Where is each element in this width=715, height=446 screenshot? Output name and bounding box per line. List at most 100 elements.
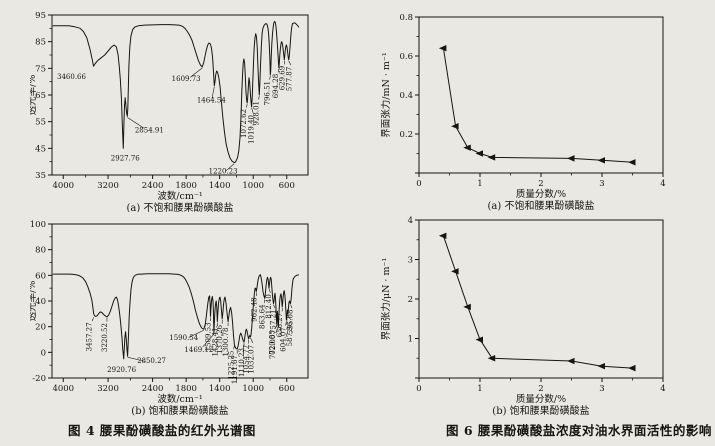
svg-text:1609.73: 1609.73: [172, 75, 201, 83]
svg-text:4: 4: [408, 216, 413, 226]
svg-text:质量分数/%: 质量分数/%: [516, 393, 566, 405]
svg-text:(a) 不饱和腰果酚磺酸盐: (a) 不饱和腰果酚磺酸盐: [488, 199, 595, 212]
svg-text:2927.76: 2927.76: [111, 154, 140, 162]
svg-text:80: 80: [35, 246, 46, 256]
svg-text:757.21: 757.21: [270, 310, 278, 335]
svg-text:透光率/%: 透光率/%: [30, 75, 38, 116]
svg-text:(b) 饱和腰果酚磺酸盐: (b) 饱和腰果酚磺酸盐: [492, 404, 589, 417]
svg-text:600: 600: [279, 384, 295, 394]
svg-text:1220.23: 1220.23: [209, 168, 238, 176]
svg-text:1000: 1000: [242, 181, 264, 191]
svg-text:1590.54: 1590.54: [169, 334, 198, 342]
svg-text:0.2: 0.2: [399, 130, 413, 140]
svg-text:4: 4: [660, 384, 665, 394]
svg-text:0.4: 0.4: [399, 91, 413, 101]
svg-text:863.64: 863.64: [259, 304, 267, 329]
svg-text:0.8: 0.8: [399, 13, 413, 23]
svg-text:1191.67: 1191.67: [231, 355, 239, 384]
svg-text:(a) 不饱和腰果酚磺酸盐: (a) 不饱和腰果酚磺酸盐: [127, 201, 234, 212]
svg-text:1: 1: [477, 384, 482, 394]
svg-text:质量分数/%: 质量分数/%: [516, 188, 566, 200]
svg-text:555.08: 555.08: [287, 310, 295, 335]
svg-text:85: 85: [35, 38, 46, 48]
svg-text:4000: 4000: [52, 384, 74, 394]
svg-text:2: 2: [538, 384, 543, 394]
svg-text:3: 3: [599, 179, 604, 189]
svg-text:100: 100: [30, 220, 46, 230]
svg-text:1019.40: 1019.40: [248, 115, 256, 144]
svg-text:透光率/%: 透光率/%: [30, 281, 38, 322]
svg-text:(b) 饱和腰果酚磺酸盐: (b) 饱和腰果酚磺酸盐: [131, 404, 228, 417]
svg-text:1400: 1400: [209, 181, 231, 191]
svg-text:3: 3: [408, 256, 413, 266]
svg-text:20: 20: [35, 323, 46, 333]
svg-text:1300.78: 1300.78: [222, 328, 230, 357]
svg-text:1464.54: 1464.54: [197, 97, 226, 105]
svg-text:1: 1: [477, 179, 482, 189]
fig6-tension-unsaturated-chart: 0 1 2 3 4 0.2 0.4 0.6 0.8 质量分数/% 界面张力/mN · m⁻¹ (a) …: [380, 13, 666, 212]
fig6-tension-saturated-chart: 0 1 2 3 4 1 2 3 4 质量分数/% 界面张力/μN · m⁻¹ (b) 饱和腰果酚磺酸盐: [380, 216, 666, 417]
svg-text:928.01: 928.01: [252, 101, 260, 126]
svg-text:702.00: 702.00: [269, 335, 277, 360]
svg-text:604.07: 604.07: [279, 327, 287, 352]
figure4-caption: 图 4 腰果酚磺酸盐的红外光谱图: [68, 423, 256, 438]
svg-text:3: 3: [599, 384, 604, 394]
svg-text:600: 600: [279, 181, 295, 191]
svg-text:796.51: 796.51: [263, 81, 271, 106]
svg-text:界面张力/μN · m⁻¹: 界面张力/μN · m⁻¹: [380, 258, 392, 341]
svg-text:656.27: 656.27: [276, 313, 284, 338]
svg-text:4: 4: [660, 179, 665, 189]
svg-text:1072.62: 1072.62: [240, 109, 248, 138]
svg-text:2: 2: [408, 295, 413, 305]
svg-text:-20: -20: [32, 374, 46, 384]
svg-text:1110.23: 1110.23: [238, 348, 246, 377]
svg-text:1000: 1000: [242, 384, 264, 394]
svg-text:587.96: 587.96: [286, 321, 294, 346]
svg-text:波数/cm⁻¹: 波数/cm⁻¹: [157, 393, 203, 405]
svg-text:2: 2: [538, 179, 543, 189]
svg-text:694.28: 694.28: [272, 74, 280, 99]
svg-text:720.85: 720.85: [269, 330, 277, 355]
svg-text:1370.26: 1370.26: [216, 324, 224, 353]
svg-text:界面张力/mN · m⁻¹: 界面张力/mN · m⁻¹: [380, 52, 392, 138]
svg-text:3200: 3200: [97, 384, 119, 394]
svg-text:1032.07: 1032.07: [248, 345, 256, 374]
svg-text:629.69: 629.69: [278, 66, 286, 91]
svg-text:3460.66: 3460.66: [57, 73, 86, 81]
svg-text:0: 0: [41, 348, 46, 358]
svg-text:65: 65: [35, 91, 46, 101]
svg-text:3220.52: 3220.52: [101, 323, 109, 352]
svg-text:1428.41: 1428.41: [211, 328, 219, 357]
svg-text:2850.27: 2850.27: [137, 357, 166, 365]
svg-text:1509.53: 1509.53: [205, 322, 213, 351]
svg-text:577.87: 577.87: [286, 67, 294, 92]
svg-text:40: 40: [35, 297, 46, 307]
svg-text:1800: 1800: [175, 181, 197, 191]
svg-text:1: 1: [408, 335, 413, 345]
svg-text:2400: 2400: [142, 181, 164, 191]
svg-text:55: 55: [35, 118, 46, 128]
svg-text:波数/cm⁻¹: 波数/cm⁻¹: [157, 190, 203, 202]
svg-text:1400: 1400: [209, 384, 231, 394]
svg-text:0: 0: [416, 384, 421, 394]
svg-text:75: 75: [35, 64, 46, 74]
svg-text:1054.77: 1054.77: [243, 345, 251, 374]
svg-text:1469.12: 1469.12: [184, 346, 213, 354]
svg-text:3457.27: 3457.27: [86, 322, 94, 351]
svg-text:812.40: 812.40: [265, 294, 273, 319]
svg-text:2400: 2400: [142, 384, 164, 394]
svg-text:2854.91: 2854.91: [135, 126, 164, 134]
svg-text:95: 95: [35, 11, 46, 21]
svg-text:0: 0: [416, 179, 421, 189]
svg-text:0.6: 0.6: [399, 52, 413, 62]
svg-text:45: 45: [35, 144, 46, 154]
figure6-caption: 图 6 腰果酚磺酸盐浓度对油水界面活性的影响: [446, 423, 712, 438]
svg-text:60: 60: [35, 271, 46, 281]
svg-text:2920.76: 2920.76: [107, 366, 136, 374]
svg-text:1225.25: 1225.25: [227, 351, 235, 380]
fig4-ir-spectrum-saturated-chart: 4000 3200 2400 1800 1400 1000 600 -20 0 20 40 60 80 1…: [30, 220, 309, 417]
svg-text:35: 35: [35, 171, 46, 181]
svg-text:3200: 3200: [97, 181, 119, 191]
fig4-ir-spectrum-unsaturated-chart: 4000 3200 2400 1800 1400 1000 600 35 45 55 65 75 85 9…: [30, 11, 309, 212]
